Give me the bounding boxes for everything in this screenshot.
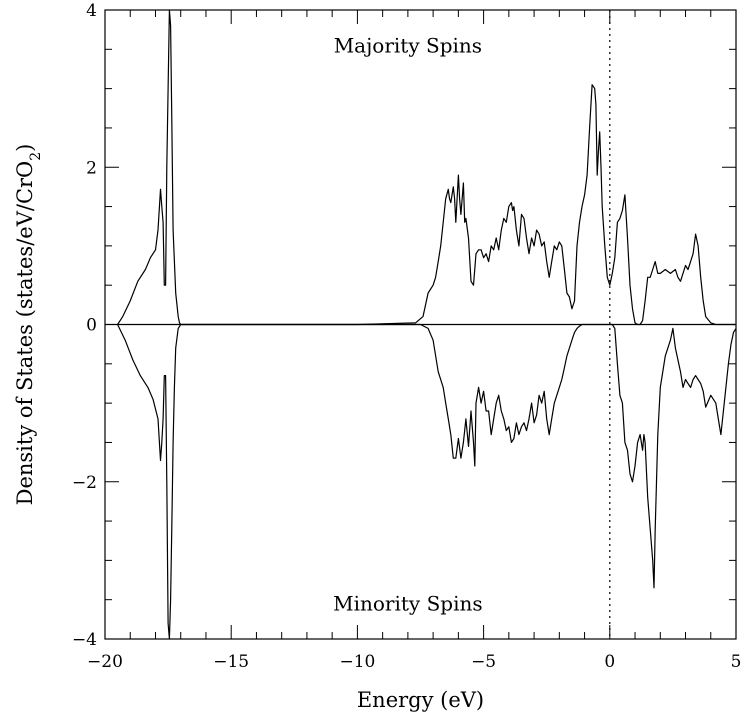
x-tick-label: −15 bbox=[213, 652, 249, 672]
y-tick-label: −2 bbox=[72, 473, 97, 493]
x-tick-label: 0 bbox=[604, 652, 615, 672]
plot-frame bbox=[104, 9, 737, 640]
y-axis-label: Density of States (states/eV/CrO2) bbox=[13, 144, 44, 506]
y-axis-label-main: Density of States (states/eV/CrO bbox=[13, 161, 37, 506]
majority-spins-label: Majority Spins bbox=[334, 33, 482, 57]
y-tick-label: 4 bbox=[86, 1, 97, 21]
x-tick-label: −5 bbox=[471, 652, 496, 672]
x-tick-label: −10 bbox=[339, 652, 375, 672]
y-tick-label: −4 bbox=[72, 630, 97, 650]
series-layer bbox=[117, 9, 737, 640]
x-tick-label: −20 bbox=[87, 652, 123, 672]
y-tick-label: 0 bbox=[86, 316, 97, 336]
x-axis-label: Energy (eV) bbox=[357, 688, 484, 712]
axis-ticks bbox=[104, 9, 737, 640]
y-tick-label: 2 bbox=[86, 158, 97, 178]
minority-spin-curve bbox=[117, 323, 737, 640]
annotations: Majority Spins Minority Spins bbox=[333, 33, 483, 615]
x-tick-label: 5 bbox=[731, 652, 742, 672]
y-axis-label-close: ) bbox=[13, 144, 37, 152]
y-axis-label-subscript: 2 bbox=[28, 152, 44, 161]
minority-spins-label: Minority Spins bbox=[333, 592, 483, 616]
